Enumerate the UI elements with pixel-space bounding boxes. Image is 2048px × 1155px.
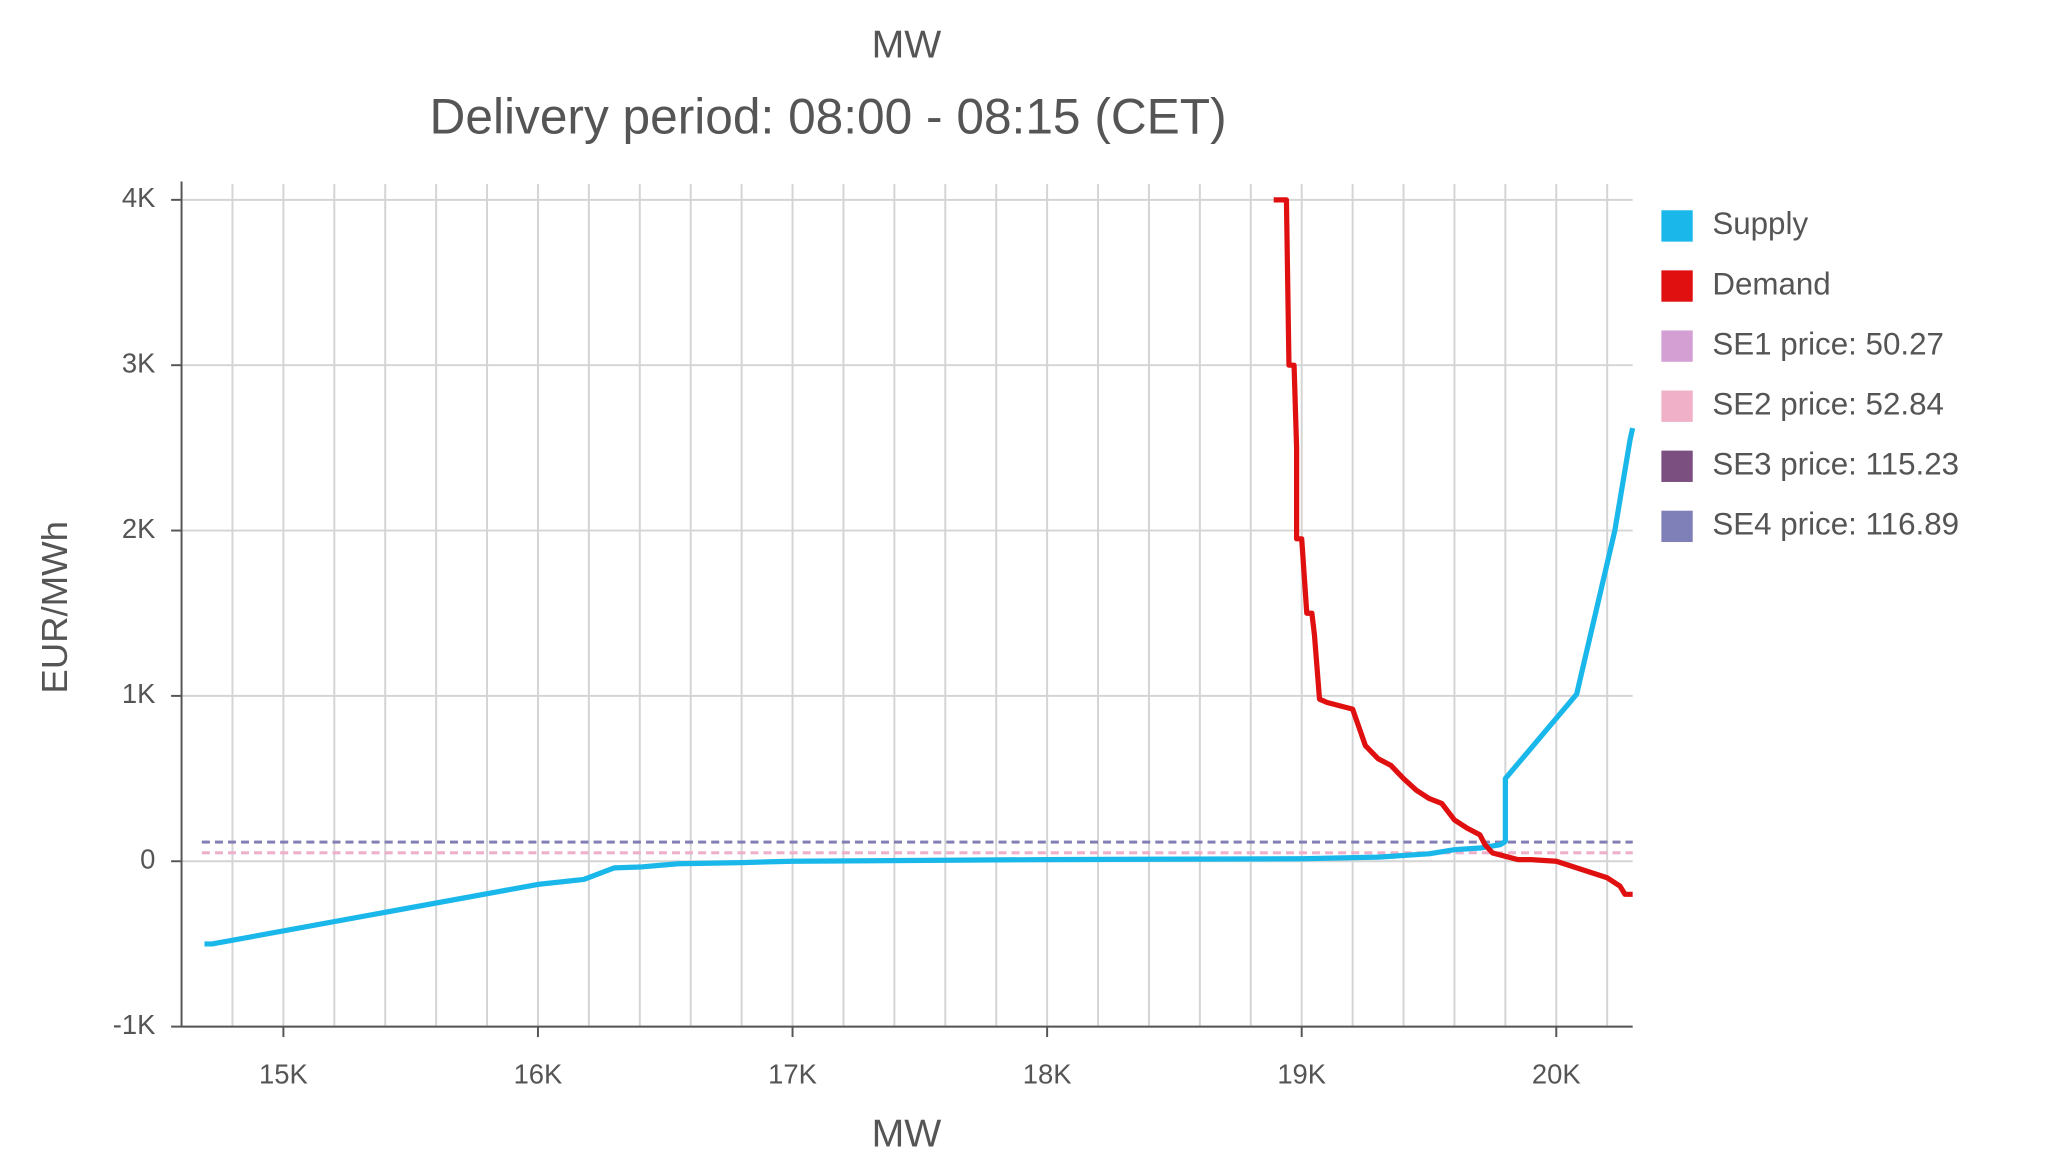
y-tick-label: 0 [140, 844, 155, 875]
legend-key [1661, 390, 1693, 422]
series-line [1273, 197, 1633, 897]
y-tick-label: 1K [122, 678, 156, 709]
x-tick-label: 15K [259, 1058, 308, 1089]
y-tick-label: 2K [122, 513, 156, 544]
y-tick-label: 4K [122, 182, 156, 213]
x-tick-label: 19K [1277, 1058, 1326, 1089]
y-tick-label: -1K [113, 1009, 156, 1040]
chart-title: Delivery period: 08:00 - 08:15 (CET) [430, 88, 1227, 144]
series-line [204, 427, 1636, 947]
legend-label: Demand [1712, 266, 1830, 301]
legend-label: Supply [1712, 206, 1808, 241]
y-axis-label: EUR/MWh [34, 521, 75, 694]
legend-key [1661, 270, 1693, 302]
legend-key [1661, 330, 1693, 362]
x-tick-label: 18K [1023, 1058, 1072, 1089]
legend-label: SE3 price: 115.23 [1712, 447, 1959, 482]
legend-label: SE1 price: 50.27 [1712, 326, 1944, 361]
x-tick-label: 17K [768, 1058, 817, 1089]
x-tick-label: 20K [1532, 1058, 1581, 1089]
legend-label: SE4 price: 116.89 [1712, 507, 1959, 542]
legend-key [1661, 450, 1693, 482]
x-axis-label: MW [872, 1113, 942, 1155]
legend-key [1661, 510, 1693, 543]
legend-key [1661, 210, 1693, 242]
y-tick-label: 3K [122, 347, 156, 378]
x-tick-label: 16K [514, 1058, 563, 1089]
legend-label: SE2 price: 52.84 [1712, 386, 1944, 421]
top-label: MW [872, 23, 942, 66]
